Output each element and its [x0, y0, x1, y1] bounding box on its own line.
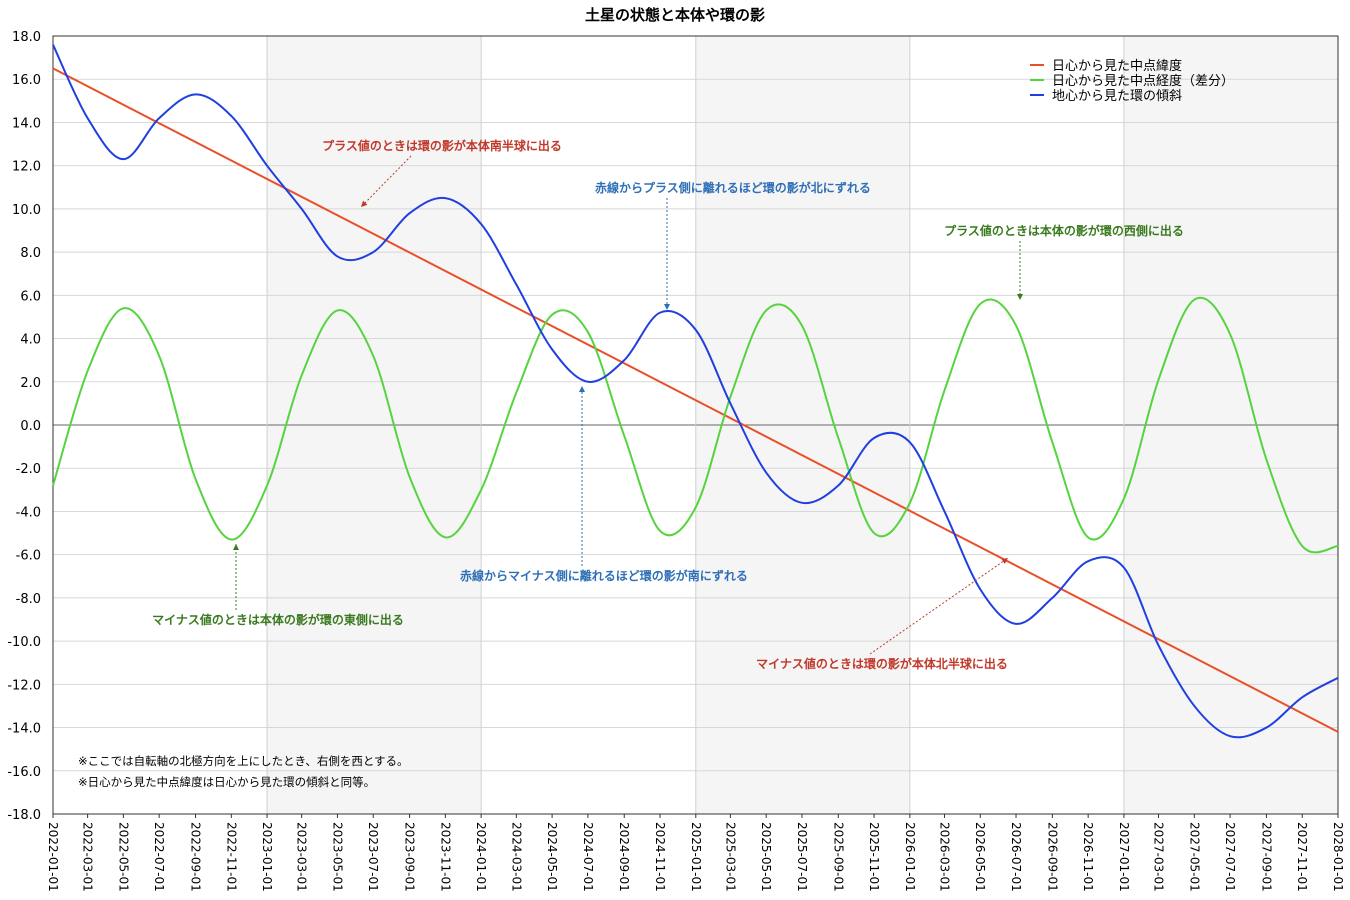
x-tick-label: 2026-09-01 [1045, 822, 1059, 892]
x-tick-label: 2024-11-01 [653, 822, 667, 892]
x-tick-label: 2023-05-01 [330, 822, 344, 892]
x-tick-label: 2027-03-01 [1152, 822, 1166, 892]
x-tick-label: 2024-09-01 [617, 822, 631, 892]
x-tick-label: 2025-05-01 [759, 822, 773, 892]
y-tick-label: -14.0 [7, 722, 41, 737]
x-tick-label: 2026-01-01 [903, 822, 917, 892]
y-tick-label: -18.0 [7, 808, 41, 823]
annotation-arrowhead [361, 200, 368, 207]
x-tick-label: 2028-01-01 [1331, 822, 1345, 892]
x-tick-label: 2027-07-01 [1223, 822, 1237, 892]
chart-title: 土星の状態と本体や環の影 [585, 6, 765, 24]
y-tick-label: 14.0 [12, 116, 41, 131]
series-lines [52, 44, 1339, 739]
annotation-label: 赤線からマイナス側に離れるほど環の影が南にずれる [460, 568, 748, 583]
x-tick-label: 2022-01-01 [46, 822, 60, 892]
annotation-label: プラス値のときは本体の影が環の西側に出る [944, 223, 1184, 238]
y-tick-label: 18.0 [12, 30, 41, 45]
x-tick-label: 2024-07-01 [581, 822, 595, 892]
x-tick-label: 2022-07-01 [152, 822, 166, 892]
y-tick-label: -4.0 [16, 505, 41, 520]
y-tick-label: 16.0 [12, 73, 41, 88]
y-tick-label: 0.0 [20, 419, 41, 434]
footnote-2: ※日心から見た中点緯度は日心から見た環の傾斜と同等。 [78, 775, 375, 789]
y-tick-label: -12.0 [7, 678, 41, 693]
legend-entry: 日心から見た中点経度（差分） [1052, 73, 1234, 89]
y-tick-label: 4.0 [20, 333, 41, 348]
x-tick-label: 2026-03-01 [937, 822, 951, 892]
x-tick-label: 2025-11-01 [867, 822, 881, 892]
y-axis-ticks: 18.0 16.0 14.0 12.0 10.0 8.0 6.0 4.0 2.0 0.0 -2.0 -… [7, 30, 41, 823]
y-tick-label: -8.0 [16, 592, 41, 607]
annotation-label: 赤線からプラス側に離れるほど環の影が北にずれる [595, 180, 871, 195]
legend-entry: 地心から見た環の傾斜 [1052, 89, 1182, 104]
annotation-arrowhead [1001, 558, 1008, 564]
y-tick-label: -10.0 [7, 635, 41, 650]
x-tick-label: 2027-05-01 [1187, 822, 1201, 892]
annotation-arrowhead [1017, 294, 1023, 300]
annotation-label: マイナス値のときは本体の影が環の東側に出る [152, 612, 404, 627]
gridlines [52, 35, 1339, 815]
footnote-1: ※ここでは自転軸の北極方向を上にしたとき、右側を西とする。 [78, 754, 408, 768]
x-tick-label: 2024-05-01 [545, 822, 559, 892]
x-tick-label: 2023-11-01 [438, 822, 452, 892]
x-tick-label: 2027-11-01 [1295, 822, 1309, 892]
y-tick-label: 6.0 [20, 289, 41, 304]
y-tick-label: -16.0 [7, 765, 41, 780]
y-tick-label: 10.0 [12, 203, 41, 218]
y-tick-label: -6.0 [16, 549, 41, 564]
x-tick-label: 2024-03-01 [509, 822, 523, 892]
legend-entry: 日心から見た中点緯度 [1052, 58, 1182, 74]
series-longitude-diff-line [52, 296, 1339, 554]
y-tick-label: 8.0 [20, 246, 41, 261]
x-tick-label: 2022-09-01 [189, 822, 203, 892]
x-tick-label: 2026-11-01 [1081, 822, 1095, 892]
annotation-arrow-line [869, 557, 1009, 655]
x-axis-ticks: 2022-01-01 2022-03-01 2022-05-01 2022-07-01… [46, 814, 1345, 892]
x-tick-label: 2023-07-01 [366, 822, 380, 892]
x-tick-label: 2027-01-01 [1117, 822, 1131, 892]
x-tick-label: 2024-01-01 [474, 822, 488, 892]
x-tick-label: 2026-05-01 [973, 822, 987, 892]
x-tick-label: 2022-03-01 [81, 822, 95, 892]
annotations: プラス値のときは環の影が本体南半球に出る赤線からプラス側に離れるほど環の影が北に… [152, 138, 1184, 671]
annotation-label: マイナス値のときは環の影が本体北半球に出る [756, 656, 1008, 671]
y-tick-label: 12.0 [12, 160, 41, 175]
annotation-arrowhead [233, 544, 239, 550]
x-tick-label: 2023-09-01 [403, 822, 417, 892]
x-tick-label: 2023-01-01 [260, 822, 274, 892]
annotation-arrowhead [664, 304, 670, 310]
y-tick-label: 2.0 [20, 376, 41, 391]
annotation-label: プラス値のときは環の影が本体南半球に出る [322, 138, 562, 153]
x-tick-label: 2025-01-01 [689, 822, 703, 892]
annotation-arrowhead [579, 386, 585, 392]
series-ring-tilt-line [52, 44, 1339, 739]
x-tick-label: 2022-11-01 [224, 822, 238, 892]
x-tick-label: 2026-07-01 [1009, 822, 1023, 892]
y-tick-label: -2.0 [16, 462, 41, 477]
x-tick-label: 2022-05-01 [116, 822, 130, 892]
series-latitude-line [52, 67, 1339, 733]
x-tick-label: 2025-07-01 [795, 822, 809, 892]
x-tick-label: 2027-09-01 [1259, 822, 1273, 892]
x-tick-label: 2023-03-01 [295, 822, 309, 892]
x-tick-label: 2025-03-01 [723, 822, 737, 892]
x-tick-label: 2025-09-01 [831, 822, 845, 892]
